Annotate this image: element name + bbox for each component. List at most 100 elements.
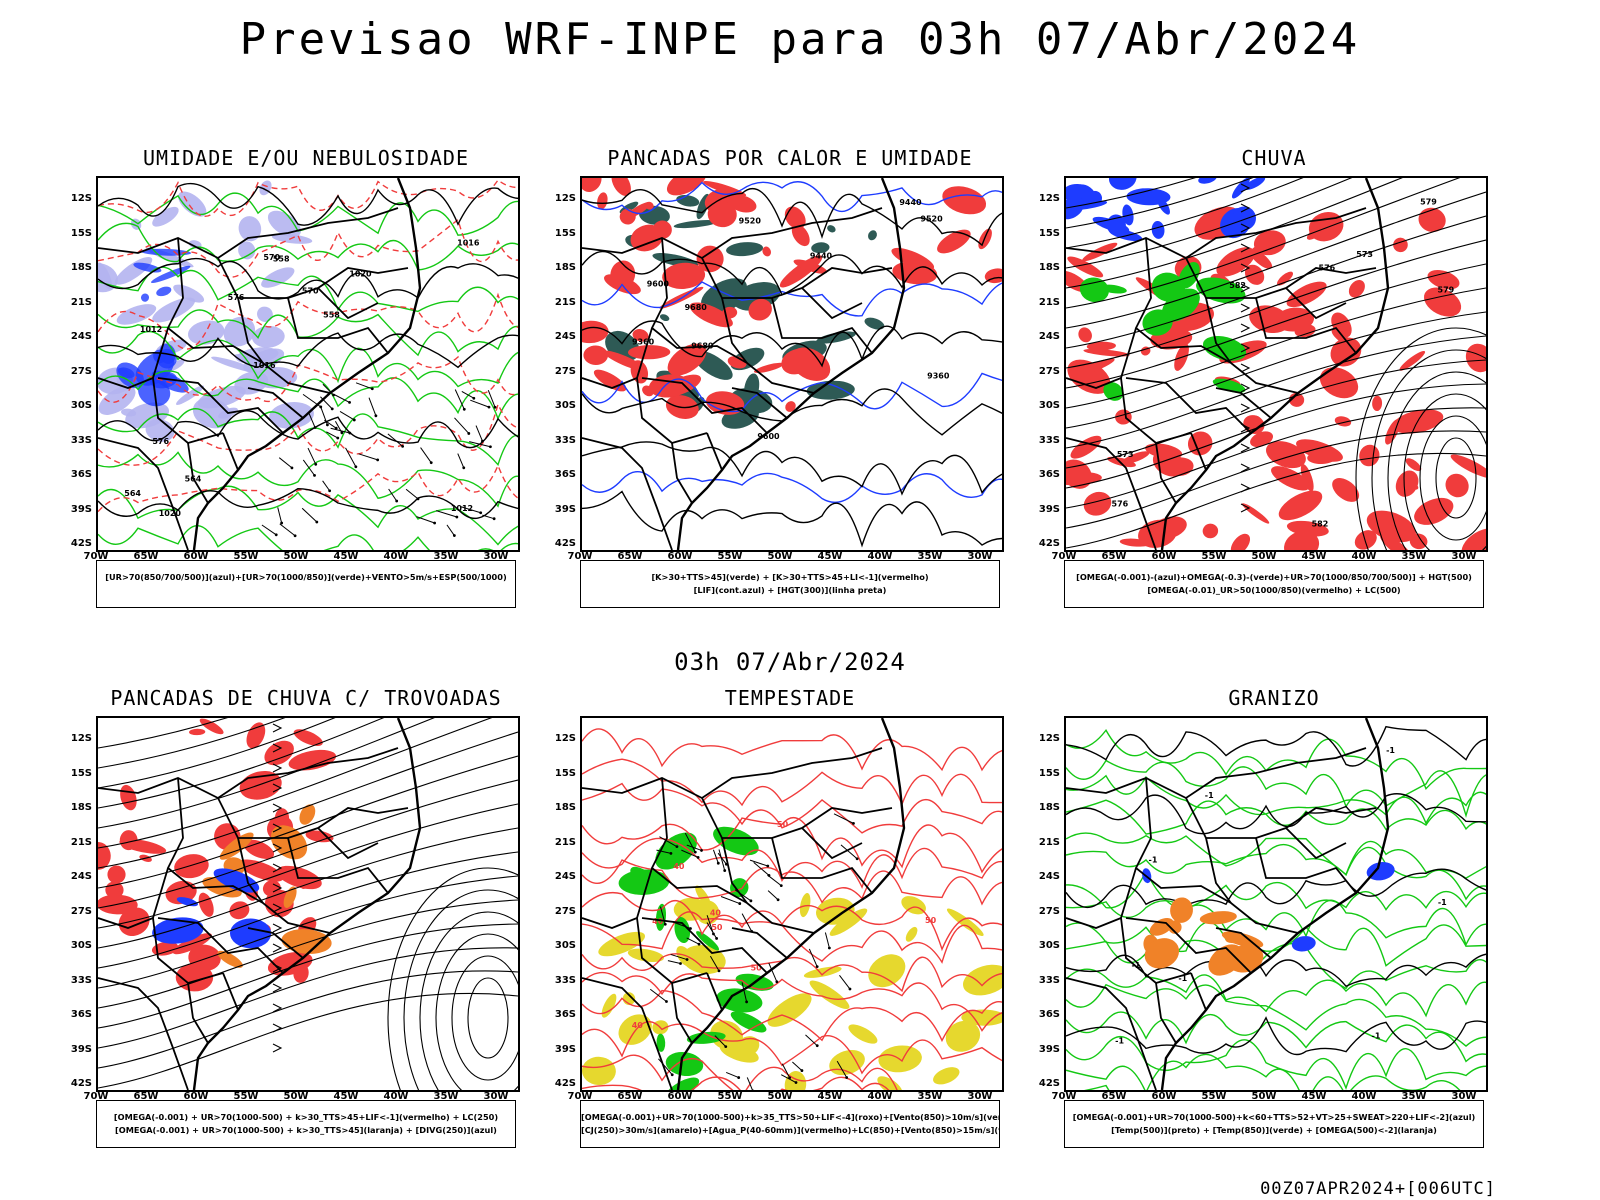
precipitable-water-contour-line (582, 859, 1002, 906)
storm-red-patch (119, 838, 167, 854)
omega-orange-patch (1225, 934, 1250, 944)
contour-label: 50 (751, 964, 763, 973)
state-border (187, 442, 209, 504)
rain-red-patch (1284, 530, 1320, 550)
rain-red-patch (1418, 207, 1446, 232)
contour-label: 582 (1312, 520, 1329, 529)
lon-tick-label: 55W (717, 1091, 743, 1102)
storm-red-patch (305, 830, 334, 843)
wind-vector-head (670, 1073, 674, 1077)
humidity-low-contour (98, 192, 518, 550)
storm-red-patch (151, 941, 179, 956)
wind-vector (446, 524, 455, 536)
lon-tick-label: 45W (817, 551, 843, 562)
rain-red-patch (1250, 431, 1274, 448)
streamline (98, 718, 336, 789)
precipitable-water-contour-line (582, 1054, 898, 1090)
rain-red-patch (1216, 247, 1255, 277)
wind-vector-head (462, 466, 466, 470)
wind-vector (330, 427, 350, 434)
contour-label: 9360 (927, 372, 950, 381)
lon-tick-label: 55W (717, 551, 743, 562)
wind850-green-patch (674, 916, 691, 944)
rain-green-patch (1142, 309, 1173, 336)
lat-tick-label: 21S (1038, 296, 1060, 308)
wind-vector-head (717, 969, 721, 973)
state-border (98, 917, 154, 929)
wind-vector-head (332, 393, 335, 397)
pressure-contour-line (98, 487, 518, 519)
wind850-green-patch (730, 878, 749, 898)
lat-tick-label: 39S (554, 503, 576, 515)
lon-tick-label: 50W (283, 1091, 309, 1102)
lat-tick-label: 30S (554, 940, 576, 951)
streamline-arrow (272, 1003, 283, 1013)
temp850-contour-line (1066, 759, 1486, 819)
precipitable-water-contour-line (582, 953, 1002, 993)
state-border (706, 432, 723, 471)
wind-vector (767, 874, 782, 886)
wind-vector-head (376, 458, 380, 462)
streamline-arrow (272, 983, 283, 993)
wind850-green-patch (618, 869, 670, 895)
wind-vector (808, 948, 818, 967)
rain-blue-patch (1126, 188, 1171, 206)
wind-vector-head (416, 497, 420, 501)
state-border (1285, 287, 1347, 320)
humidity-low-contour-line (98, 525, 518, 550)
instability-red-patch (582, 320, 609, 344)
jet-yellow-patch (710, 1020, 743, 1050)
panel-legend: [K>30+TTS>45](verde) + [K>30+TTS>45+LI<-… (580, 560, 1000, 608)
rain-red-patch (1294, 324, 1316, 338)
lat-tick-label: 30S (70, 400, 92, 411)
wind-vector-head (766, 864, 770, 868)
wind-vector-head (852, 821, 855, 825)
wind-vector-head (788, 1076, 792, 1080)
humidity-low-contour-line (98, 309, 518, 357)
instability-red-patch (619, 208, 636, 225)
lon-tick-label: 45W (333, 551, 359, 562)
legend-line: [UR>70(850/700/500)](azul)+[UR>70(1000/8… (105, 572, 507, 582)
omega-orange (1143, 897, 1264, 976)
state-border (582, 977, 673, 1090)
panel-title: GRANIZO (1228, 686, 1320, 710)
legend-line: [CJ(250)>30m/s](amarelo)+[Agua_P(40-60mm… (581, 1125, 999, 1135)
lat-tick-label: 39S (1038, 1043, 1060, 1055)
temp500-contour-line (1066, 1016, 1486, 1056)
wind-vector (670, 953, 688, 961)
panel-legend: [OMEGA(-0.001)-(azul)+OMEGA(-0.3)-(verde… (1064, 560, 1484, 608)
hgt300-contour-line (582, 388, 1002, 436)
storm-orange-patch (283, 886, 297, 908)
storm-orange-patch (299, 804, 316, 825)
instability-red-patch (597, 192, 608, 210)
lat-tick-label: 18S (554, 262, 576, 273)
streamline-arrow (1240, 383, 1251, 393)
streamline (98, 779, 518, 909)
wind-vector-head (675, 845, 679, 849)
humidity-upper-patch (98, 385, 136, 415)
state-border (1205, 837, 1232, 904)
wind-vector (686, 937, 700, 945)
divergence-blue-patch (229, 918, 272, 949)
rain-red-patch (1187, 431, 1213, 456)
wind-vector (475, 425, 483, 442)
streamline-arrow (1240, 323, 1251, 333)
state-border (98, 207, 399, 260)
precipitable-water-contour-line (582, 1020, 1002, 1075)
legend-line: [Temp(500)](preto) + [Temp(850)](verde) … (1111, 1125, 1437, 1135)
instability-red-east-patch (937, 229, 971, 254)
wind-vector (277, 507, 283, 524)
wind-vector (460, 506, 481, 514)
lat-tick-label: 24S (554, 871, 576, 882)
contour-label: 1016 (457, 238, 480, 247)
instability-green-patch (827, 225, 836, 233)
contour-label: -1 (1205, 791, 1214, 800)
state-border (166, 237, 331, 394)
wind-vector (720, 896, 740, 905)
rain-red-patch (1242, 503, 1270, 524)
jet-yellow-patch (946, 908, 984, 936)
wind-vector-head (370, 387, 374, 391)
state-border (222, 432, 239, 471)
instability-red-patch (791, 224, 810, 247)
lon-tick-label: 70W (1051, 551, 1077, 562)
